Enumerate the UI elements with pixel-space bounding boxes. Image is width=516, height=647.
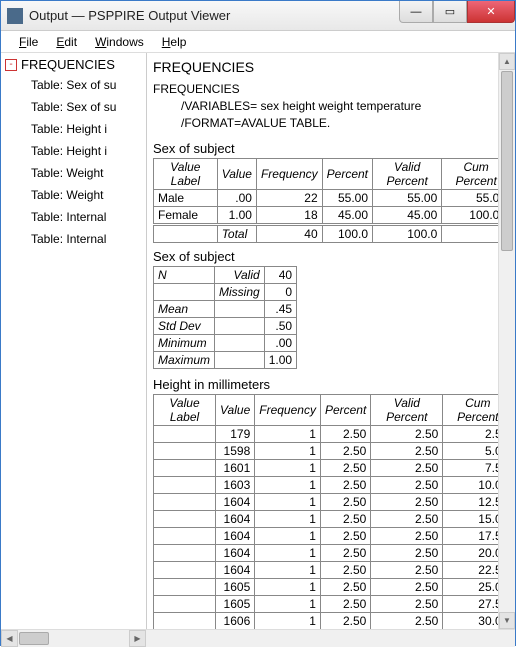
maximize-button[interactable]: ▭	[433, 1, 467, 23]
window-title: Output — PSPPIRE Output Viewer	[29, 8, 230, 23]
outline-sidebar: - FREQUENCIES Table: Sex of su Table: Sex…	[1, 53, 147, 629]
scroll-right-icon[interactable]: ▶	[129, 630, 146, 647]
menu-help[interactable]: Help	[154, 33, 195, 51]
column-header: Valid Percent	[373, 159, 442, 190]
table-row: Male.002255.0055.0055.00	[154, 190, 511, 207]
syntax-line: FREQUENCIES	[153, 81, 511, 98]
column-header: Value Label	[154, 395, 216, 426]
column-header: Frequency	[255, 395, 321, 426]
column-header: Valid Percent	[371, 395, 443, 426]
tree-item[interactable]: Table: Weight	[31, 166, 146, 180]
close-button[interactable]: ✕	[467, 1, 515, 23]
table-row: Maximum1.00	[154, 352, 297, 369]
table-row: 160512.502.5025.00	[154, 579, 512, 596]
tree-item[interactable]: Table: Internal	[31, 232, 146, 246]
scroll-up-icon[interactable]: ▲	[499, 53, 515, 70]
output-pane: FREQUENCIES FREQUENCIES /VARIABLES= sex …	[147, 53, 515, 629]
table-row: Mean.45	[154, 301, 297, 318]
column-header: Value	[217, 159, 256, 190]
tree-item[interactable]: Table: Height i	[31, 144, 146, 158]
table-row: 160412.502.5022.50	[154, 562, 512, 579]
column-header: Percent	[322, 159, 372, 190]
column-header: Value	[216, 395, 255, 426]
table-row: 17912.502.502.50	[154, 426, 512, 443]
table-row: 160412.502.5017.50	[154, 528, 512, 545]
table-row: 160512.502.5027.50	[154, 596, 512, 613]
scroll-down-icon[interactable]: ▼	[499, 612, 515, 629]
table-title: Height in millimeters	[153, 377, 511, 392]
table-row: 160112.502.507.50	[154, 460, 512, 477]
tree-item[interactable]: Table: Weight	[31, 188, 146, 202]
table-title: Sex of subject	[153, 249, 511, 264]
scroll-thumb-h[interactable]	[19, 632, 49, 645]
menu-edit[interactable]: Edit	[48, 33, 85, 51]
scroll-left-icon[interactable]: ◀	[1, 630, 18, 647]
table-row: NValid40	[154, 267, 297, 284]
vertical-scrollbar[interactable]: ▲ ▼	[498, 53, 515, 629]
column-header: Frequency	[256, 159, 322, 190]
table-row: 159812.502.505.00	[154, 443, 512, 460]
height-frequency-table: Value LabelValueFrequencyPercentValid Pe…	[153, 394, 511, 629]
table-row: 160412.502.5020.00	[154, 545, 512, 562]
scroll-thumb[interactable]	[501, 71, 513, 251]
titlebar: Output — PSPPIRE Output Viewer — ▭ ✕	[1, 1, 515, 31]
table-row: 160612.502.5030.00	[154, 613, 512, 629]
tree-item[interactable]: Table: Sex of su	[31, 100, 146, 114]
sex-stats-table: NValid40Missing0Mean.45Std Dev.50Minimum…	[153, 266, 297, 369]
syntax-line: /VARIABLES= sex height weight temperatur…	[153, 98, 511, 115]
tree-item[interactable]: Table: Sex of su	[31, 78, 146, 92]
column-header: Percent	[320, 395, 370, 426]
tree-item[interactable]: Table: Height i	[31, 122, 146, 136]
table-row: Std Dev.50	[154, 318, 297, 335]
syntax-block: FREQUENCIES /VARIABLES= sex height weigh…	[153, 81, 511, 131]
output-heading: FREQUENCIES	[153, 59, 511, 75]
table-row: Minimum.00	[154, 335, 297, 352]
table-row: 160312.502.5010.00	[154, 477, 512, 494]
tree-item[interactable]: Table: Internal	[31, 210, 146, 224]
menu-windows[interactable]: Windows	[87, 33, 152, 51]
sex-frequency-table: Value LabelValueFrequencyPercentValid Pe…	[153, 158, 511, 243]
collapse-icon[interactable]: -	[5, 59, 17, 71]
minimize-button[interactable]: —	[399, 1, 433, 23]
table-row: 160412.502.5015.00	[154, 511, 512, 528]
horizontal-scrollbar[interactable]: ◀ ▶	[1, 629, 515, 647]
tree-root[interactable]: - FREQUENCIES	[1, 57, 146, 72]
column-header: Value Label	[154, 159, 218, 190]
table-row: Missing0	[154, 284, 297, 301]
table-row: Female1.001845.0045.00100.00	[154, 207, 511, 225]
syntax-line: /FORMAT=AVALUE TABLE.	[153, 115, 511, 132]
app-icon	[7, 8, 23, 24]
menubar: File Edit Windows Help	[1, 31, 515, 53]
table-total-row: Total40100.0100.0	[154, 225, 511, 243]
tree-root-label: FREQUENCIES	[21, 57, 115, 72]
table-row: 160412.502.5012.50	[154, 494, 512, 511]
table-title: Sex of subject	[153, 141, 511, 156]
menu-file[interactable]: File	[11, 33, 46, 51]
